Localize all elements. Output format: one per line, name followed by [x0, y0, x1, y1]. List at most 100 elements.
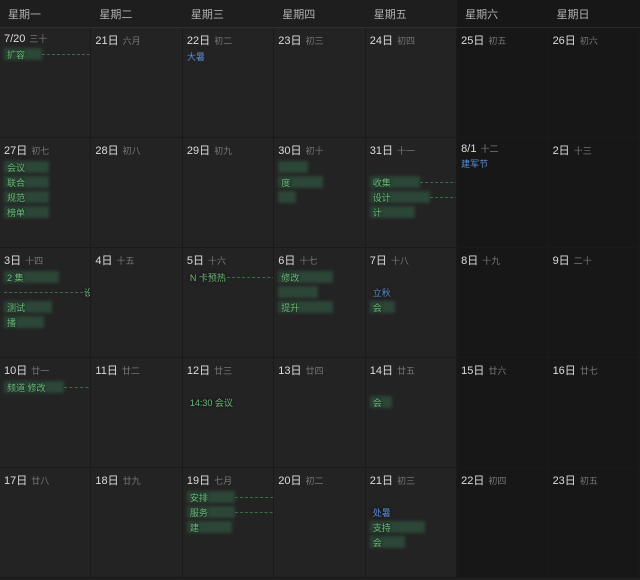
calendar-event[interactable]: 2 集: [4, 270, 86, 284]
day-cell[interactable]: 24日初四: [366, 28, 457, 138]
date-line: 11日廿二: [95, 362, 177, 378]
day-cell[interactable]: 8日十九: [457, 248, 548, 358]
day-cell[interactable]: 26日初六: [549, 28, 640, 138]
calendar-event[interactable]: [370, 160, 452, 174]
date-number: 8/1: [461, 143, 476, 155]
event-continuation-dash: [235, 497, 274, 498]
event-label: 会: [373, 396, 382, 409]
day-cell[interactable]: 11日廿二: [91, 358, 182, 468]
day-cell[interactable]: 28日初八: [91, 138, 182, 248]
day-cell[interactable]: 23日初三: [274, 28, 365, 138]
calendar-event[interactable]: 修改: [278, 270, 360, 284]
day-cell[interactable]: 31日十一收集设计计: [366, 138, 457, 248]
day-cell[interactable]: 8/1十二建军节: [457, 138, 548, 248]
calendar-event[interactable]: 频道 修改: [4, 380, 86, 394]
calendar-event[interactable]: 会: [370, 395, 452, 409]
date-line: 5日十六: [187, 252, 269, 268]
day-cell[interactable]: 20日初二: [274, 468, 365, 578]
calendar-event[interactable]: [278, 285, 360, 299]
event-label: 度: [281, 176, 290, 189]
calendar-event[interactable]: [278, 190, 360, 204]
day-cell[interactable]: 16日廿七: [549, 358, 640, 468]
calendar-event[interactable]: 度: [278, 175, 360, 189]
calendar-event[interactable]: 扩容: [4, 47, 86, 61]
calendar-event[interactable]: 榜单: [4, 205, 86, 219]
calendar-event[interactable]: 联合: [4, 175, 86, 189]
calendar-event[interactable]: 收集: [370, 175, 452, 189]
calendar-event[interactable]: 规范: [4, 190, 86, 204]
calendar-event[interactable]: 建: [187, 520, 269, 534]
calendar-event[interactable]: 计: [370, 205, 452, 219]
date-line: 26日初六: [553, 32, 635, 48]
day-cell[interactable]: 19日七月安排服务建: [183, 468, 274, 578]
day-cell[interactable]: 14日廿五会: [366, 358, 457, 468]
calendar-event[interactable]: [278, 160, 360, 174]
day-cell[interactable]: 7/20三十扩容: [0, 28, 91, 138]
day-cell[interactable]: 23日初五: [549, 468, 640, 578]
calendar-event[interactable]: 设计: [4, 285, 86, 299]
lunar-label: 六月: [123, 34, 141, 47]
day-cell[interactable]: 4日十五: [91, 248, 182, 358]
lunar-label: 廿八: [31, 474, 49, 487]
calendar-event[interactable]: 会议: [4, 160, 86, 174]
day-cell[interactable]: 9日二十: [549, 248, 640, 358]
day-cell[interactable]: 15日廿六: [457, 358, 548, 468]
date-line: 27日初七: [4, 142, 86, 158]
event-label: 会: [373, 301, 382, 314]
event-label: 联合: [7, 176, 25, 189]
day-cell[interactable]: 29日初九: [183, 138, 274, 248]
day-cell[interactable]: 21日初三处暑支持会: [366, 468, 457, 578]
date-line: 16日廿七: [553, 362, 635, 378]
date-number: 18日: [95, 472, 118, 488]
lunar-label: 十六: [208, 254, 226, 267]
day-cell[interactable]: 22日初二大暑: [183, 28, 274, 138]
date-number: 20日: [278, 472, 301, 488]
day-cell[interactable]: 25日初五: [457, 28, 548, 138]
day-cell[interactable]: 2日十三: [549, 138, 640, 248]
calendar-event[interactable]: [187, 380, 269, 394]
calendar-event[interactable]: 处暑: [370, 505, 452, 519]
calendar-event[interactable]: 安排: [187, 490, 269, 504]
calendar-event[interactable]: 立秋: [370, 285, 452, 299]
day-cell[interactable]: 13日廿四: [274, 358, 365, 468]
lunar-label: 初四: [397, 34, 415, 47]
day-cell[interactable]: 7日十八立秋会: [366, 248, 457, 358]
calendar-event[interactable]: 设计: [370, 190, 452, 204]
lunar-label: 廿四: [306, 364, 324, 377]
lunar-label: 初九: [214, 144, 232, 157]
calendar-event[interactable]: 服务: [187, 505, 269, 519]
date-line: 15日廿六: [461, 362, 543, 378]
event-continuation-dash: [4, 292, 91, 293]
day-cell[interactable]: 5日十六 N 卡预热: [183, 248, 274, 358]
calendar-event[interactable]: 支持: [370, 520, 452, 534]
weekday-header: 星期五: [366, 0, 457, 28]
calendar-event[interactable]: N 卡预热: [187, 270, 269, 284]
event-label: 计: [373, 206, 382, 219]
calendar-event[interactable]: 测试: [4, 300, 86, 314]
calendar-event[interactable]: [370, 270, 452, 284]
calendar-event[interactable]: [370, 380, 452, 394]
calendar-event[interactable]: 播: [4, 315, 86, 329]
lunar-label: 初五: [488, 34, 506, 47]
day-cell[interactable]: 30日初十度: [274, 138, 365, 248]
date-number: 13日: [278, 362, 301, 378]
calendar-event[interactable]: 会: [370, 535, 452, 549]
day-cell[interactable]: 6日十七修改提升: [274, 248, 365, 358]
lunar-label: 廿六: [488, 364, 506, 377]
calendar-event[interactable]: 会: [370, 300, 452, 314]
day-cell[interactable]: 3日十四2 集设计测试播: [0, 248, 91, 358]
event-label: 处暑: [373, 506, 391, 519]
day-cell[interactable]: 21日六月: [91, 28, 182, 138]
calendar-event[interactable]: [370, 490, 452, 504]
day-cell[interactable]: 17日廿八: [0, 468, 91, 578]
day-cell[interactable]: 18日廿九: [91, 468, 182, 578]
day-cell[interactable]: 27日初七会议联合规范榜单: [0, 138, 91, 248]
calendar-event[interactable]: 14:30 会议: [187, 395, 269, 409]
date-line: 21日初三: [370, 472, 452, 488]
calendar-event[interactable]: 提升: [278, 300, 360, 314]
day-cell[interactable]: 10日廿一频道 修改: [0, 358, 91, 468]
day-cell[interactable]: 12日廿三14:30 会议: [183, 358, 274, 468]
event-label: 测试: [7, 301, 25, 314]
day-cell[interactable]: 22日初四: [457, 468, 548, 578]
lunar-label: 初二: [214, 34, 232, 47]
